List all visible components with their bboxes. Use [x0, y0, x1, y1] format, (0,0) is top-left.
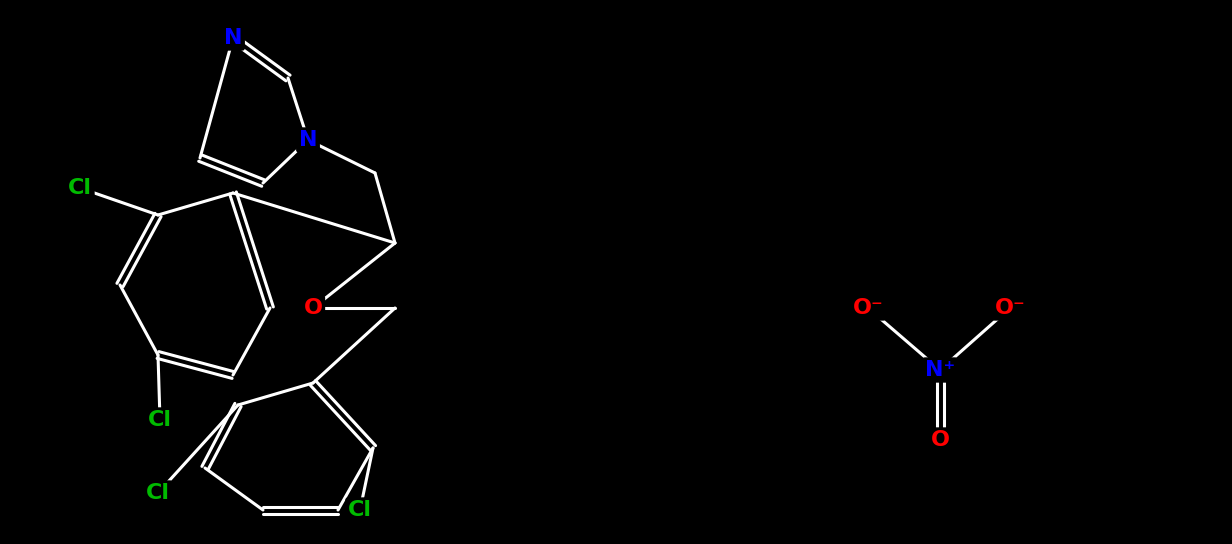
Text: O⁻: O⁻: [853, 298, 883, 318]
Text: N⁺: N⁺: [925, 360, 955, 380]
Text: O: O: [930, 430, 950, 450]
Text: Cl: Cl: [147, 483, 170, 503]
Text: O: O: [303, 298, 323, 318]
Text: Cl: Cl: [347, 500, 372, 520]
Text: Cl: Cl: [148, 410, 172, 430]
Text: O⁻: O⁻: [994, 298, 1025, 318]
Text: N: N: [298, 130, 318, 150]
Text: Cl: Cl: [68, 178, 92, 198]
Text: N: N: [224, 28, 243, 48]
